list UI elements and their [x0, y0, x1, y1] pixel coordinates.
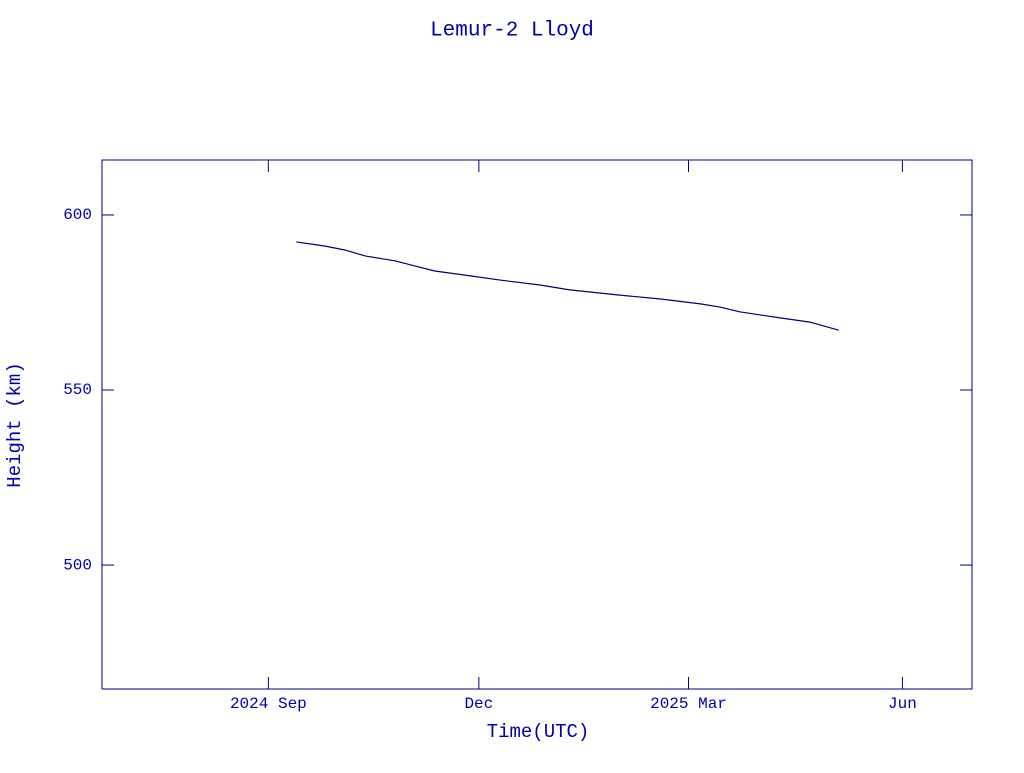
x-tick-label: 2024 Sep — [230, 695, 307, 713]
y-tick-label: 500 — [63, 556, 92, 574]
chart-title: Lemur-2 Lloyd — [430, 20, 594, 43]
x-tick-label: 2025 Mar — [650, 695, 727, 713]
plot-frame — [101, 159, 973, 690]
y-tick-label: 600 — [63, 206, 92, 224]
y-axis-label: Height (km) — [4, 362, 26, 487]
x-axis-label: Time(UTC) — [487, 721, 590, 743]
x-tick-label: Dec — [464, 695, 493, 713]
y-tick-label: 550 — [63, 381, 92, 399]
x-tick-label: Jun — [888, 695, 917, 713]
data-line — [296, 241, 839, 331]
